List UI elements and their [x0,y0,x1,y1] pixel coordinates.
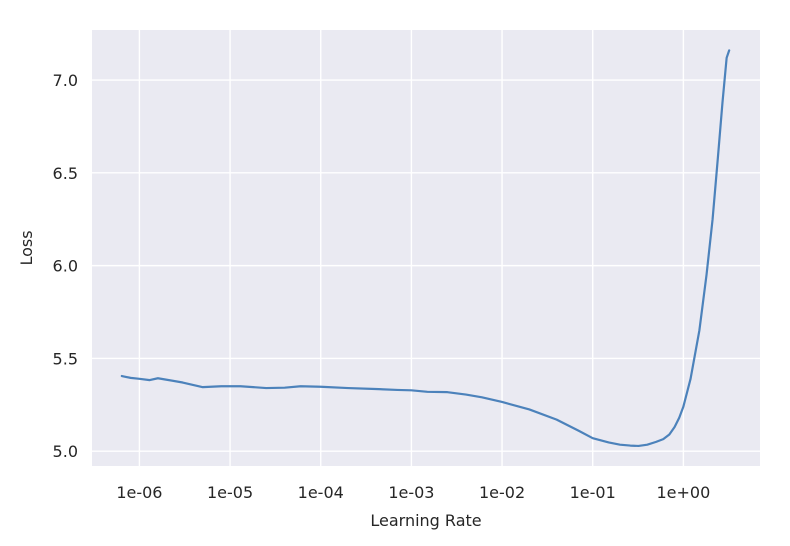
x-tick-label: 1e-05 [207,483,253,502]
y-tick-label: 5.5 [53,349,78,368]
x-tick-label: 1e-06 [116,483,162,502]
x-tick-label: 1e-01 [570,483,616,502]
x-axis-label: Learning Rate [370,511,481,530]
plot-area [92,30,760,466]
series-layer [120,49,731,448]
tick-labels: 1e-06 1e-05 1e-04 1e-03 1e-02 1e-01 1e+00 5.0 5.… [53,71,711,502]
x-tick-label: 1e+00 [656,483,710,502]
loss-series-line [120,49,731,448]
x-tick-label: 1e-02 [479,483,525,502]
y-axis-label: Loss [17,230,36,265]
x-tick-label: 1e-04 [298,483,344,502]
x-tick-label: 1e-03 [388,483,434,502]
y-tick-label: 5.0 [53,442,78,461]
y-tick-label: 6.0 [53,257,78,276]
y-tick-label: 7.0 [53,71,78,90]
grid-lines [92,30,760,466]
y-tick-label: 6.5 [53,164,78,183]
